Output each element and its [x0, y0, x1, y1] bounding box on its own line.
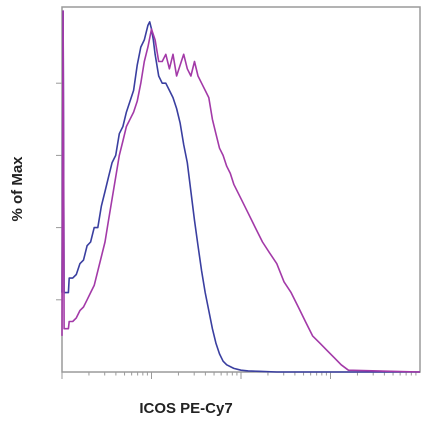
- series-layer: [61, 10, 421, 373]
- x-axis-label: ICOS PE-Cy7: [139, 400, 232, 417]
- y-axis-label: % of Max: [9, 156, 26, 222]
- series-line-2: [61, 10, 421, 373]
- plot-frame: [61, 6, 421, 373]
- y-axis-ticks: [56, 82, 62, 301]
- x-axis-ticks: [61, 372, 417, 379]
